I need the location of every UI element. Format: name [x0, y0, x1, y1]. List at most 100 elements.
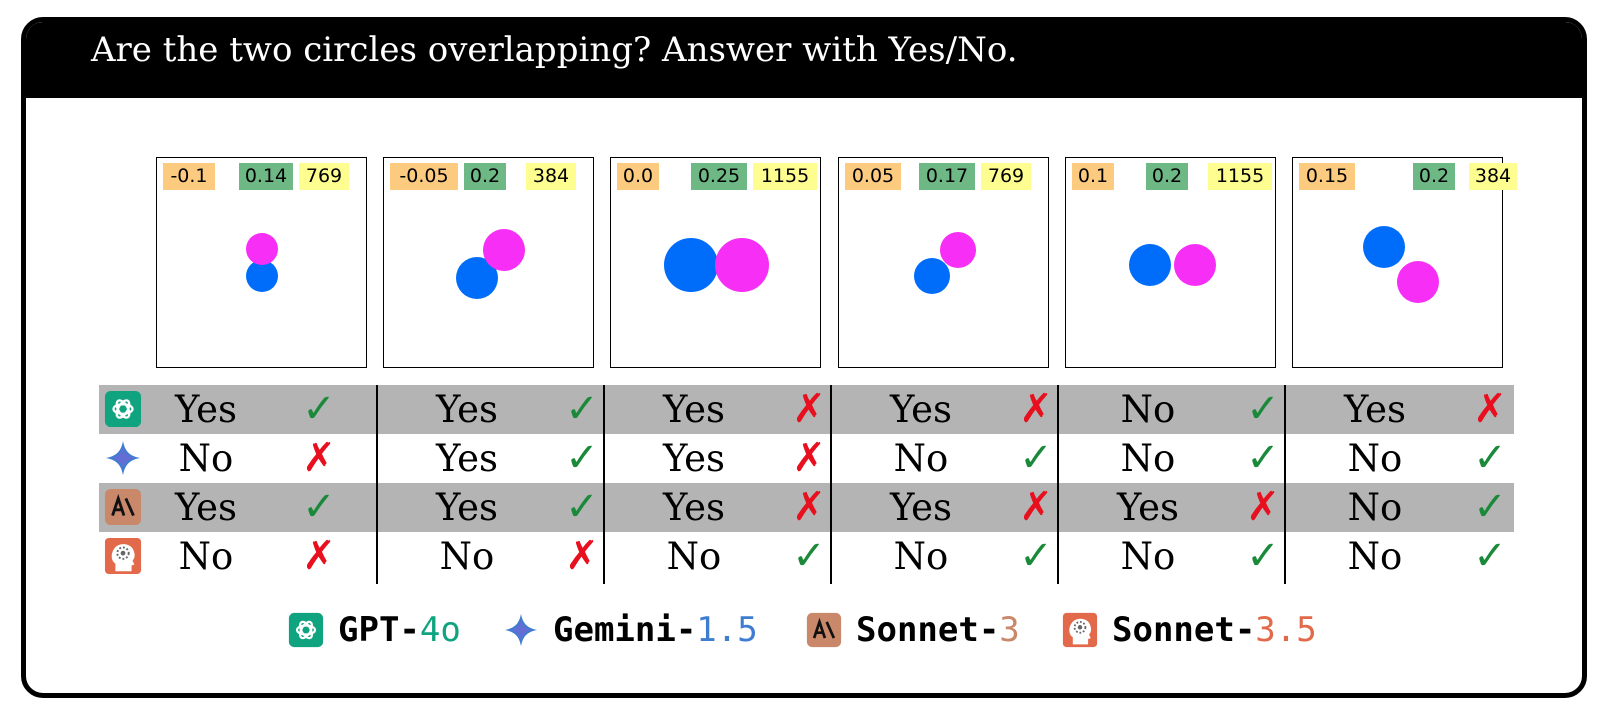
cross-mark-icon: ✗: [302, 533, 336, 579]
column-divider: [1284, 385, 1286, 584]
parameter-label: 769: [299, 163, 349, 190]
magenta-circle: [483, 229, 525, 271]
parameter-label: 1155: [753, 163, 817, 190]
cross-mark-icon: ✗: [1019, 484, 1053, 530]
circle-panel: -0.05 0.2 384: [383, 157, 594, 368]
legend-label: Sonnet-3.5: [1112, 610, 1317, 650]
blue-circle: [246, 260, 278, 292]
answer-cell: No: [1347, 535, 1403, 578]
cross-mark-icon: ✗: [1246, 484, 1280, 530]
answer-cell: No: [893, 437, 949, 480]
parameter-label: 0.05: [845, 163, 901, 190]
magenta-circle: [715, 238, 769, 292]
blue-circle: [1363, 226, 1405, 268]
answer-cell: Yes: [662, 388, 726, 431]
parameter-label: 0.2: [1413, 163, 1455, 190]
cross-mark-icon: ✗: [302, 435, 336, 481]
parameter-label: 0.2: [464, 163, 506, 190]
parameter-label: -0.05: [390, 163, 458, 190]
check-mark-icon: ✓: [1246, 533, 1280, 579]
check-mark-icon: ✓: [792, 533, 826, 579]
table-row-band: [99, 483, 1514, 532]
check-mark-icon: ✓: [1473, 435, 1507, 481]
check-mark-icon: ✓: [1473, 484, 1507, 530]
answer-cell: Yes: [889, 486, 953, 529]
answer-cell: Yes: [435, 388, 499, 431]
answer-cell: Yes: [662, 486, 726, 529]
parameter-label: 384: [526, 163, 576, 190]
check-mark-icon: ✓: [1246, 435, 1280, 481]
answer-cell: No: [1347, 486, 1403, 529]
answer-cell: No: [178, 535, 234, 578]
answer-cell: No: [1120, 388, 1176, 431]
magenta-circle: [1174, 244, 1216, 286]
legend-label: Gemini-1.5: [553, 610, 758, 650]
parameter-label: 0.2: [1146, 163, 1188, 190]
parameter-label: 0.14: [239, 163, 293, 190]
answer-cell: Yes: [1343, 388, 1407, 431]
parameter-label: 0.15: [1299, 163, 1355, 190]
answer-cell: No: [1347, 437, 1403, 480]
cross-mark-icon: ✗: [1019, 386, 1053, 432]
answer-cell: Yes: [174, 486, 238, 529]
column-divider: [1057, 385, 1059, 584]
gemini-icon: [104, 439, 142, 477]
legend-model-name: Sonnet-: [1112, 610, 1256, 650]
circle-panel: -0.1 0.14 769: [156, 157, 367, 368]
blue-circle: [1129, 244, 1171, 286]
parameter-label: 384: [1469, 163, 1517, 190]
sonnet3-icon: [806, 612, 842, 652]
question-header: Are the two circles overlapping? Answer …: [26, 22, 1582, 98]
check-mark-icon: ✓: [1246, 386, 1280, 432]
sonnet35-icon: [104, 537, 142, 575]
cross-mark-icon: ✗: [792, 386, 826, 432]
answer-cell: Yes: [1116, 486, 1180, 529]
legend-model-version: 3: [999, 610, 1020, 650]
answer-cell: No: [893, 535, 949, 578]
blue-circle: [664, 238, 718, 292]
gpt-icon: [288, 612, 324, 652]
gpt-icon: [104, 390, 142, 428]
cross-mark-icon: ✗: [792, 484, 826, 530]
circle-panel: 0.1 0.2 1155: [1065, 157, 1276, 368]
legend-model-name: Sonnet-: [856, 610, 1000, 650]
cross-mark-icon: ✗: [792, 435, 826, 481]
question-text: Are the two circles overlapping? Answer …: [91, 30, 1018, 70]
parameter-label: 0.0: [617, 163, 659, 190]
check-mark-icon: ✓: [565, 435, 599, 481]
legend-model-version: 1.5: [696, 610, 758, 650]
gemini-icon: [503, 612, 539, 652]
answer-cell: No: [1120, 437, 1176, 480]
magenta-circle: [940, 232, 976, 268]
check-mark-icon: ✓: [1019, 435, 1053, 481]
parameter-label: 769: [981, 163, 1031, 190]
check-mark-icon: ✓: [565, 484, 599, 530]
check-mark-icon: ✓: [1019, 533, 1053, 579]
column-divider: [376, 385, 378, 584]
parameter-label: 0.25: [691, 163, 747, 190]
sonnet3-icon: [104, 488, 142, 526]
parameter-label: 1155: [1208, 163, 1272, 190]
legend-label: Sonnet-3: [856, 610, 1020, 650]
answer-cell: Yes: [435, 437, 499, 480]
cross-mark-icon: ✗: [1473, 386, 1507, 432]
check-mark-icon: ✓: [302, 386, 336, 432]
magenta-circle: [1397, 261, 1439, 303]
answer-cell: Yes: [662, 437, 726, 480]
legend-model-name: Gemini-: [553, 610, 697, 650]
circle-panel: 0.05 0.17 769: [838, 157, 1049, 368]
check-mark-icon: ✓: [1473, 533, 1507, 579]
answer-cell: Yes: [435, 486, 499, 529]
column-divider: [603, 385, 605, 584]
answer-cell: No: [178, 437, 234, 480]
circle-panel: 0.15 0.2 384: [1292, 157, 1517, 368]
sonnet35-icon: [1062, 612, 1098, 652]
legend-model-name: GPT-: [338, 610, 420, 650]
magenta-circle: [246, 233, 278, 265]
parameter-label: -0.1: [163, 163, 215, 190]
answer-cell: No: [439, 535, 495, 578]
answer-cell: Yes: [889, 388, 953, 431]
legend-label: GPT-4o: [338, 610, 461, 650]
parameter-label: 0.1: [1072, 163, 1114, 190]
answer-cell: Yes: [174, 388, 238, 431]
